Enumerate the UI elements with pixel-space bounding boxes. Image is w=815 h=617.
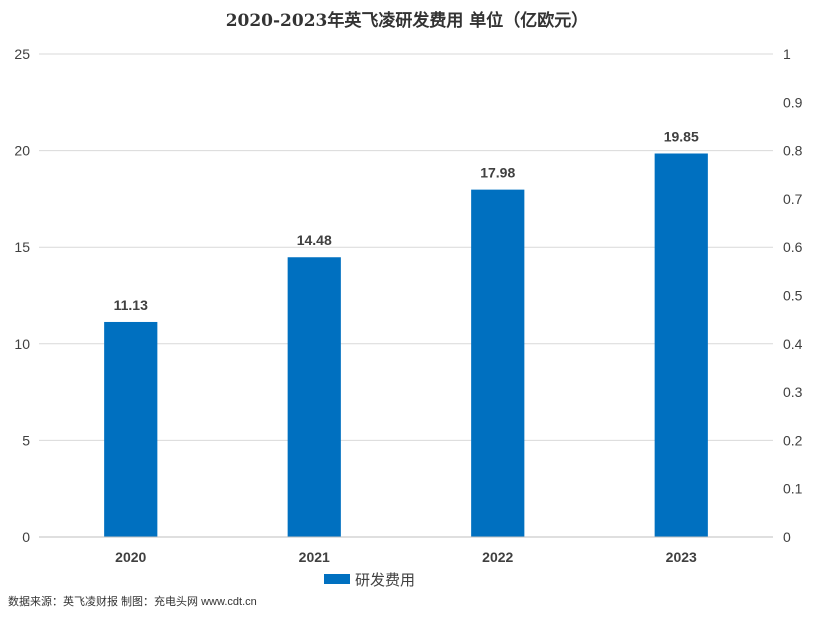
x-axis: 2020 2021 2022 2023: [39, 536, 773, 565]
y-tick-label: 20: [14, 143, 30, 159]
bar: [104, 321, 158, 537]
y2-tick-label: 0.9: [783, 94, 803, 110]
bars: 11.13 14.48 17.98 19.85: [104, 128, 708, 538]
x-tick-label: 2020: [115, 549, 146, 565]
grid: [39, 53, 773, 441]
y-tick-label: 5: [22, 432, 30, 448]
y2-tick-label: 0.7: [783, 191, 803, 207]
y2-tick-label: 0.8: [783, 143, 803, 159]
legend: 研发费用: [324, 572, 415, 589]
bar: [471, 189, 525, 537]
legend-label: 研发费用: [355, 572, 415, 589]
y2-tick-label: 1: [783, 46, 791, 62]
y-axis-right: 0 0.1 0.2 0.3 0.4 0.5 0.6 0.7 0.8 0.9 1: [783, 46, 803, 545]
y2-tick-label: 0.3: [783, 384, 803, 400]
y-tick-label: 0: [22, 529, 30, 545]
y2-tick-label: 0.6: [783, 239, 803, 255]
x-tick-label: 2022: [482, 549, 513, 565]
data-label: 19.85: [664, 128, 699, 144]
y2-tick-label: 0.1: [783, 481, 803, 497]
y2-tick-label: 0.4: [783, 336, 803, 352]
y2-tick-label: 0.5: [783, 288, 803, 304]
bar: [654, 153, 708, 538]
y-tick-label: 10: [14, 336, 30, 352]
bar: [287, 257, 341, 537]
data-label: 11.13: [114, 297, 148, 313]
y-tick-label: 15: [14, 239, 30, 255]
data-label: 14.48: [297, 232, 332, 248]
y-axis-left: 0 5 10 15 20 25: [14, 46, 30, 545]
source-note: 数据来源：英飞凌财报 制图：充电头网 www.cdt.cn: [8, 594, 257, 608]
x-tick-label: 2023: [666, 549, 697, 565]
y2-tick-label: 0: [783, 529, 791, 545]
legend-swatch: [324, 574, 350, 584]
data-label: 17.98: [480, 165, 515, 181]
y2-tick-label: 0.2: [783, 432, 803, 448]
chart-title: 2020-2023年英飞凌研发费用 单位（亿欧元）: [226, 10, 589, 31]
y-tick-label: 25: [14, 46, 30, 62]
x-tick-label: 2021: [299, 549, 330, 565]
